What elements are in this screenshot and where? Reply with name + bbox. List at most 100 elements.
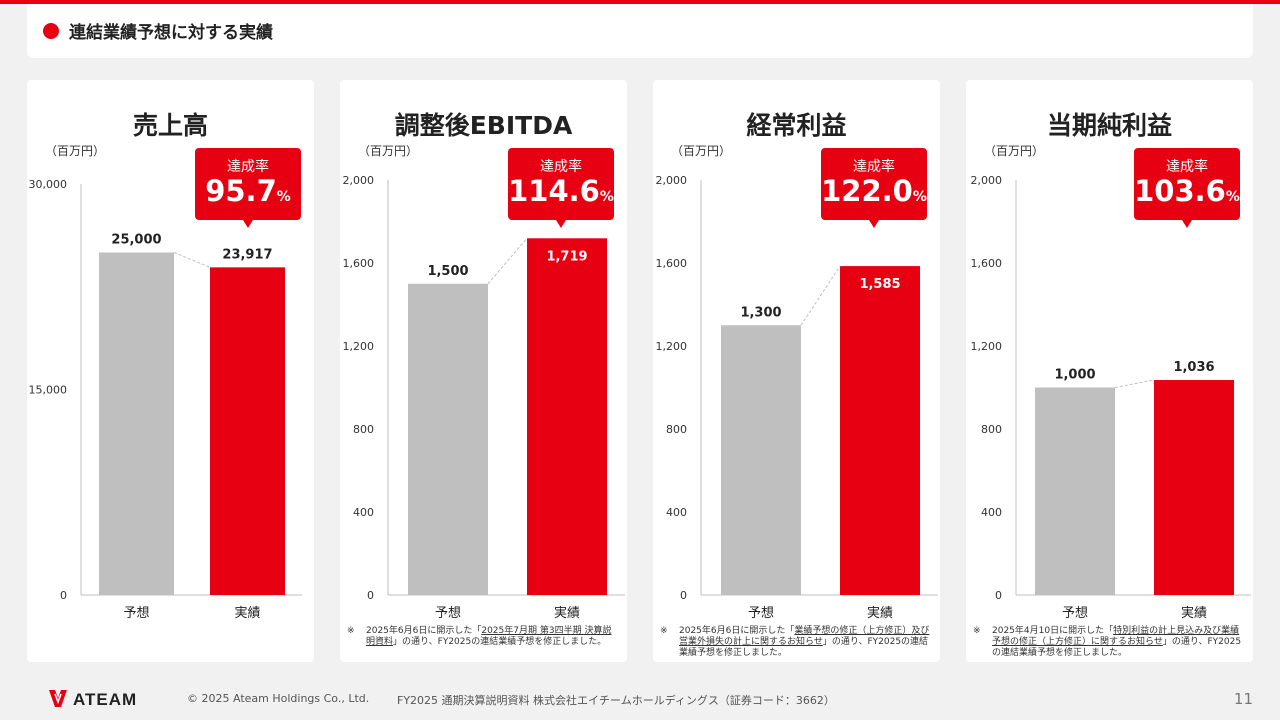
connector-line — [800, 265, 841, 326]
badge-unit: % — [912, 189, 927, 205]
data-label: 25,000 — [111, 233, 161, 248]
note-link[interactable]: 特別利益の計上見込み及び業績予想の修正（上方修正）に関するお知らせ — [992, 626, 1240, 647]
badge-unit: % — [1225, 189, 1240, 205]
achievement-badge: 達成率 103.6% — [1134, 148, 1240, 228]
y-tick-label: 30,000 — [29, 178, 68, 191]
y-tick-label: 1,200 — [656, 340, 688, 353]
bar-chart-ebitda: 0 400 800 1,200 1,600 2,000 1,500 予想 1,719 実績 — [343, 174, 625, 621]
note-link[interactable]: 2025年7月期 第3四半期 決算説明資料 — [366, 626, 612, 647]
note-text-pre: 2025年4月10日に開示した「 — [992, 626, 1114, 636]
unit-label: （百万円） — [984, 144, 1045, 158]
footer: ATEAM © 2025 Ateam Holdings Co., Ltd. FY… — [27, 678, 1253, 720]
top-accent-bar — [0, 0, 1280, 4]
category-label: 実績 — [1181, 605, 1207, 621]
ateam-logo: ATEAM — [49, 690, 137, 709]
note-mark: ※ — [973, 626, 981, 636]
y-tick-label: 400 — [353, 506, 374, 519]
panel-net-income: 当期純利益 （百万円） 0 400 800 1,200 1,600 2,000 1,000 予… — [966, 80, 1253, 662]
achievement-badge: 達成率 114.6% — [508, 148, 614, 228]
bar-chart-ordinary-profit: 0 400 800 1,200 1,600 2,000 1,300 予想 1,585 実績 — [656, 174, 938, 621]
y-tick-label: 400 — [981, 506, 1002, 519]
footnote: ※ 2025年6月6日に開示した「2025年7月期 第3四半期 決算説明資料」の… — [347, 626, 618, 648]
category-label: 実績 — [234, 605, 260, 621]
note-mark: ※ — [660, 626, 668, 636]
note-text-post: 」の通り、FY2025の連結業績予想を修正しました。 — [992, 637, 1242, 658]
data-label: 1,500 — [427, 264, 468, 279]
bar-forecast — [99, 252, 174, 595]
panel-adjusted-ebitda: 調整後EBITDA （百万円） 0 400 800 1,200 1,600 2,000 1,… — [340, 80, 627, 662]
badge-unit: % — [276, 189, 291, 205]
badge-value: 114.6 — [508, 174, 600, 208]
bar-chart-revenue: 0 15,000 30,000 25,000 予想 23,917 実績 — [29, 178, 302, 621]
badge-label: 達成率 — [853, 159, 895, 175]
note-link[interactable]: 業績予想の修正（上方修正）及び営業外損失の計上に関するお知らせ — [679, 626, 930, 647]
panel-title: 調整後EBITDA — [394, 111, 573, 140]
footnote: ※ 2025年6月6日に開示した「業績予想の修正（上方修正）及び営業外損失の計上… — [660, 626, 931, 659]
badge-value: 103.6 — [1134, 174, 1226, 208]
data-label: 1,300 — [740, 305, 781, 320]
bar-actual — [840, 266, 920, 595]
unit-label: （百万円） — [358, 144, 419, 158]
section-title: 連結業績予想に対する実績 — [69, 23, 273, 43]
category-label: 予想 — [1062, 605, 1088, 621]
bar-actual — [527, 238, 607, 595]
y-tick-label: 800 — [981, 423, 1002, 436]
y-tick-label: 15,000 — [29, 384, 68, 397]
y-tick-label: 1,200 — [343, 340, 375, 353]
category-label: 予想 — [123, 605, 149, 621]
data-label: 1,000 — [1054, 368, 1095, 383]
badge-label: 達成率 — [227, 159, 269, 175]
data-label: 23,917 — [222, 247, 272, 262]
data-label: 1,585 — [859, 277, 900, 292]
category-label: 実績 — [554, 605, 580, 621]
y-tick-label: 2,000 — [971, 174, 1003, 187]
brand-name: ATEAM — [73, 690, 137, 709]
badge-value: 95.7 — [205, 174, 277, 208]
bar-forecast — [408, 283, 488, 595]
achievement-badge: 達成率 122.0% — [821, 148, 927, 228]
panel-revenue: 売上高 （百万円） 0 15,000 30,000 25,000 予想 23,917 実績 … — [27, 80, 314, 662]
connector-line — [487, 237, 528, 285]
y-tick-label: 400 — [666, 506, 687, 519]
note-text-pre: 2025年6月6日に開示した「 — [679, 626, 795, 636]
panel-title: 経常利益 — [746, 111, 847, 140]
achievement-badge: 達成率 95.7% — [195, 148, 301, 228]
panel-title: 当期純利益 — [1046, 111, 1172, 140]
bar-actual — [1154, 380, 1234, 595]
data-label: 1,036 — [1173, 360, 1214, 375]
y-tick-label: 1,600 — [656, 257, 688, 270]
y-tick-label: 0 — [367, 589, 374, 602]
badge-label: 達成率 — [540, 159, 582, 175]
document-title: FY2025 通期決算説明資料 株式会社エイチームホールディングス（証券コード：… — [397, 694, 835, 707]
unit-label: （百万円） — [45, 144, 106, 158]
note-text-post: 」の通り、FY2025の連結業績予想を修正しました。 — [393, 637, 607, 647]
y-tick-label: 800 — [666, 423, 687, 436]
panel-ordinary-profit: 経常利益 （百万円） 0 400 800 1,200 1,600 2,000 1,300 予想… — [653, 80, 940, 662]
y-tick-label: 0 — [60, 589, 67, 602]
bar-forecast — [1035, 387, 1115, 595]
y-tick-label: 2,000 — [343, 174, 375, 187]
unit-label: （百万円） — [671, 144, 732, 158]
page-number: 11 — [1233, 690, 1253, 708]
data-label: 1,719 — [546, 249, 587, 264]
note-text-post: 」の通り、FY2025の連結業績予想を修正しました。 — [679, 637, 929, 658]
bar-forecast — [721, 325, 801, 595]
bullet-dot-icon — [43, 23, 59, 39]
section-header: 連結業績予想に対する実績 — [27, 4, 1253, 58]
badge-value: 122.0 — [821, 174, 913, 208]
y-tick-label: 1,200 — [971, 340, 1003, 353]
note-text-pre: 2025年6月6日に開示した「 — [366, 626, 482, 636]
y-tick-label: 2,000 — [656, 174, 688, 187]
connector-line — [173, 252, 211, 268]
category-label: 予想 — [435, 605, 461, 621]
y-tick-label: 0 — [680, 589, 687, 602]
category-label: 実績 — [867, 605, 893, 621]
y-tick-label: 1,600 — [343, 257, 375, 270]
footnote: ※ 2025年4月10日に開示した「特別利益の計上見込み及び業績予想の修正（上方… — [973, 626, 1244, 659]
bar-chart-net-income: 0 400 800 1,200 1,600 2,000 1,000 予想 1,036 実績 — [971, 174, 1251, 621]
copyright: © 2025 Ateam Holdings Co., Ltd. — [187, 692, 370, 705]
y-tick-label: 1,600 — [971, 257, 1003, 270]
panel-title: 売上高 — [132, 111, 208, 140]
note-mark: ※ — [347, 626, 355, 636]
category-label: 予想 — [748, 605, 774, 621]
